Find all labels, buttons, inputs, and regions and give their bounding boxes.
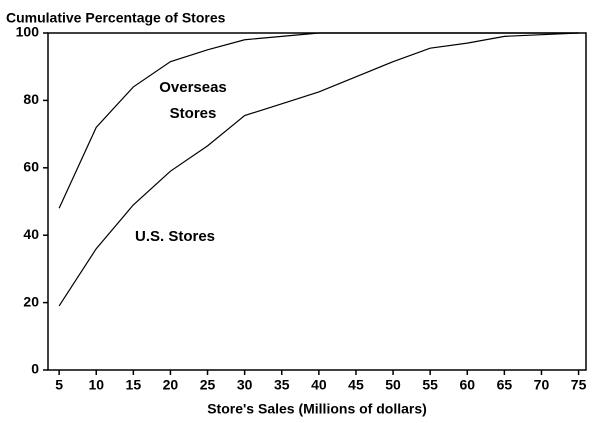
- series-label: U.S. Stores: [134, 228, 216, 245]
- y-tick-label: 60: [23, 159, 39, 175]
- x-tick-label: 15: [126, 377, 142, 393]
- series-label: Overseas Stores: [159, 79, 227, 122]
- y-tick-label: 80: [23, 91, 39, 107]
- chart-title: Cumulative Percentage of Stores: [6, 10, 226, 26]
- y-tick-label: 20: [23, 293, 39, 309]
- x-tick-label: 75: [571, 377, 587, 393]
- x-tick-label: 10: [88, 377, 104, 393]
- x-axis-title: Store's Sales (Millions of dollars): [207, 401, 427, 417]
- y-tick-label: 40: [23, 226, 39, 242]
- plot-frame: [47, 32, 587, 371]
- x-tick-label: 30: [237, 377, 253, 393]
- x-tick-label: 35: [274, 377, 290, 393]
- x-tick-label: 55: [422, 377, 438, 393]
- y-tick-label: 0: [31, 361, 39, 377]
- x-tick-label: 60: [459, 377, 475, 393]
- x-tick-label: 25: [200, 377, 216, 393]
- series-line: [58, 32, 579, 307]
- y-tick-label: 100: [16, 24, 40, 40]
- x-tick-label: 65: [497, 377, 513, 393]
- x-tick-label: 50: [385, 377, 401, 393]
- x-tick-label: 45: [348, 377, 364, 393]
- x-tick-label: 40: [311, 377, 327, 393]
- x-tick-label: 70: [534, 377, 550, 393]
- x-tick-label: 20: [163, 377, 179, 393]
- x-tick-label: 5: [55, 377, 63, 393]
- series-line: [58, 32, 579, 209]
